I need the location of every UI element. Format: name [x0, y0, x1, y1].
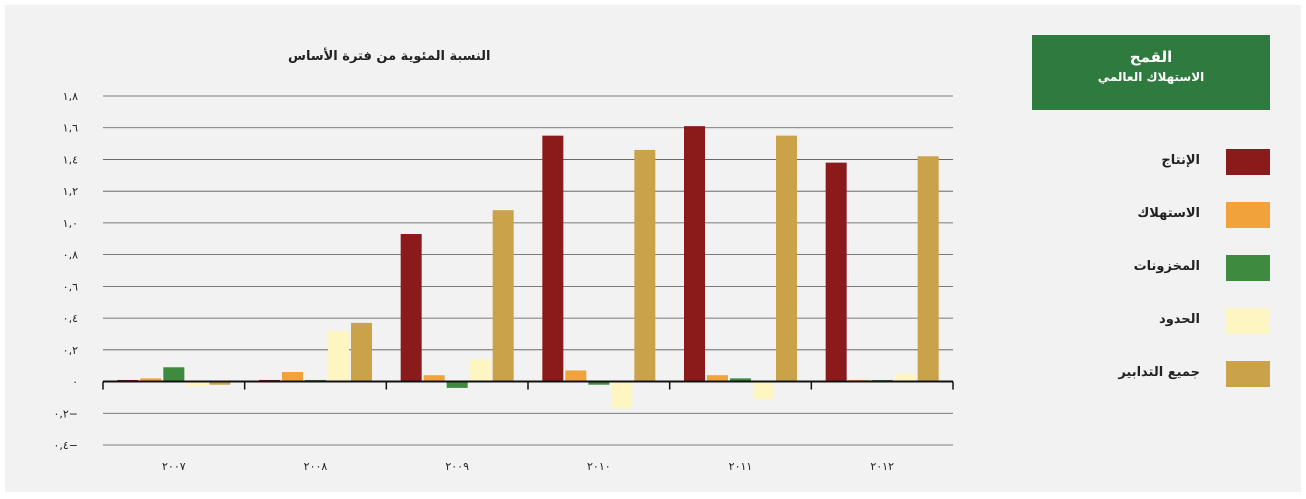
- bar: [469, 359, 491, 382]
- chart-title-box: القمح الاستهلاك العالمي: [1032, 35, 1270, 110]
- bar: [776, 135, 797, 382]
- y-tick-label: ٠,٤: [63, 312, 78, 325]
- y-tick-label: ١,٤: [63, 153, 78, 166]
- y-tick-label: ١,٨: [63, 90, 78, 103]
- y-tick-label: ١,٠: [63, 217, 78, 230]
- legend-label: الاستهلاك: [1137, 206, 1200, 221]
- bar: [163, 367, 185, 382]
- bar: [588, 381, 610, 385]
- grid-lines: [103, 95, 953, 446]
- bar: [730, 378, 751, 382]
- bars: [117, 126, 939, 409]
- y-axis-label: النسبة المئوية من فترة الأساس: [288, 47, 491, 64]
- legend-swatch: [1226, 308, 1270, 334]
- bar: [753, 381, 774, 399]
- bar: [209, 381, 231, 385]
- legend-swatch: [1226, 255, 1270, 281]
- legend-label: الإنتاج: [1161, 153, 1200, 168]
- bar: [894, 373, 916, 382]
- y-tick-label: ١,٦: [63, 122, 78, 135]
- bar: [917, 156, 939, 382]
- chart-subtitle: الاستهلاك العالمي: [1097, 70, 1205, 84]
- legend-item: الإنتاج: [1060, 149, 1270, 175]
- x-axis: [102, 380, 954, 390]
- x-tick-label: ٢٠٠٨: [304, 460, 328, 473]
- bar: [186, 381, 208, 387]
- x-tick-label: ٢٠١١: [729, 460, 753, 473]
- x-tick-labels: ٢٠٠٧ ٢٠٠٨ ٢٠٠٩ ٢٠١٠ ٢٠١١ ٢٠١٢: [162, 460, 894, 473]
- bar: [542, 135, 564, 382]
- bar: [634, 149, 656, 382]
- bar: [282, 372, 303, 382]
- bar: [825, 162, 847, 382]
- bar: [684, 126, 705, 382]
- bar: [707, 375, 728, 382]
- bar: [492, 210, 514, 382]
- bar: [328, 330, 349, 382]
- legend-item: المخزونات: [1060, 255, 1270, 281]
- x-tick-label: ٢٠٠٧: [162, 460, 186, 473]
- y-tick-label: ٠,٢: [63, 344, 78, 357]
- legend-swatch: [1226, 149, 1270, 175]
- y-tick-labels: ١,٨ ١,٦ ١,٤ ١,٢ ١,٠ ٠,٨ ٠,٦ ٠,٤ ٠,٢ ٠ ٠,٢− ٠,٤−: [53, 90, 78, 452]
- bar: [423, 375, 445, 382]
- y-tick-label: ٠,٦: [63, 280, 78, 293]
- x-tick-label: ٢٠٠٩: [445, 460, 469, 473]
- y-tick-label: ٠,٢−: [53, 407, 78, 420]
- x-tick-label: ٢٠١٠: [587, 460, 611, 473]
- legend-item: الاستهلاك: [1060, 202, 1270, 228]
- legend-swatch: [1226, 202, 1270, 228]
- legend-swatch: [1226, 361, 1270, 387]
- bar: [446, 381, 468, 388]
- bar: [565, 370, 587, 382]
- bar: [351, 322, 372, 382]
- legend-label: المخزونات: [1133, 259, 1200, 274]
- bar: [400, 234, 422, 382]
- x-tick-label: ٢٠١٢: [870, 460, 894, 473]
- legend-item: الحدود: [1060, 308, 1270, 334]
- bar: [611, 381, 633, 409]
- legend-item: جميع التدابير: [1060, 361, 1270, 387]
- legend-label: الحدود: [1159, 312, 1200, 327]
- y-tick-label: ٠: [72, 376, 78, 389]
- chart-title: القمح: [1129, 48, 1173, 66]
- legend-label: جميع التدابير: [1118, 365, 1200, 380]
- y-tick-label: ١,٢: [63, 185, 78, 198]
- bar: [140, 378, 162, 382]
- y-tick-label: ٠,٨: [63, 249, 78, 262]
- y-tick-label: ٠,٤−: [53, 439, 78, 452]
